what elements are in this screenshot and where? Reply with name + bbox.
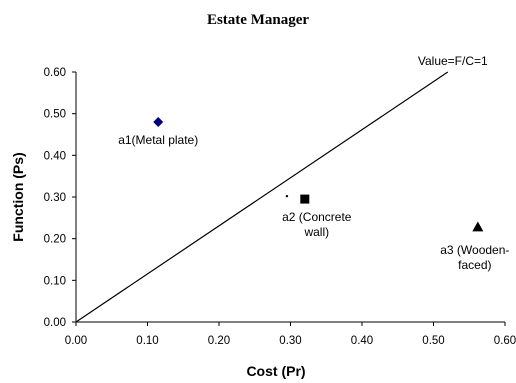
y-tick-label: 0.20 [44,234,66,246]
y-tick-label: 0.40 [44,150,66,162]
reference-line-label: Value=F/C=1 [418,54,488,68]
y-tick-label: 0.50 [44,109,66,121]
data-point-label: a1(Metal plate) [118,133,198,147]
reference-line [75,71,449,323]
data-point-label: wall) [303,225,329,239]
data-point-square [300,194,310,204]
data-point-label: a2 (Concrete [282,210,352,224]
x-tick-label: 0.40 [351,335,373,347]
plot-area: 0.00 0.10 0.20 0.30 0.40 0.50 0.60 0.00 0.10 0.20… [44,54,516,347]
y-tick-label: 0.00 [44,317,66,329]
x-tick-label: 0.20 [208,335,230,347]
x-tick-label: 0.00 [65,335,87,347]
data-point-diamond [153,117,164,127]
chart-title: Estate Manager [207,12,309,28]
y-tick-label: 0.60 [44,67,66,79]
data-point-triangle [472,221,484,232]
stray-point [285,194,289,198]
y-tick-label: 0.30 [44,192,66,204]
y-tick-label: 0.10 [44,275,66,287]
x-tick-label: 0.10 [136,335,158,347]
x-tick-label: 0.60 [494,335,516,347]
y-axis-label: Function (Ps) [10,152,26,241]
data-point-label: a3 (Wooden- [440,243,509,257]
data-point-label: faced) [458,258,491,272]
x-axis-label: Cost (Pr) [246,363,305,379]
x-tick-label: 0.30 [279,335,301,347]
x-tick-label: 0.50 [422,335,444,347]
